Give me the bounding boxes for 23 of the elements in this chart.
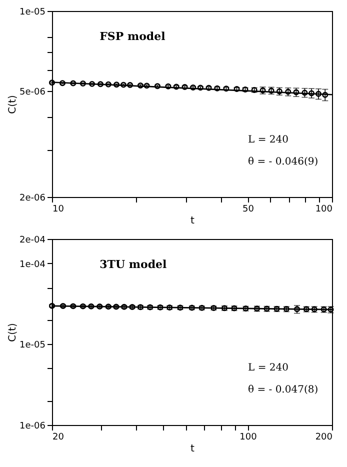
y-tick-label: 5e-06 xyxy=(20,88,46,98)
x-tick-label: 100 xyxy=(240,432,258,442)
x-tick-label: 10 xyxy=(52,204,64,214)
x-axis-title: t xyxy=(190,216,195,226)
x-tick-label: 200 xyxy=(315,432,333,442)
y-tick-label: 1e-04 xyxy=(20,260,46,270)
text: 3TU model xyxy=(100,258,167,272)
y-tick-label: 1e-06 xyxy=(20,422,46,432)
x-tick-label: 50 xyxy=(242,204,254,214)
x-tick-label: 20 xyxy=(52,432,64,442)
y-tick-label: 2e-04 xyxy=(20,236,46,246)
annotation: L = 240 xyxy=(248,134,288,146)
y-tick-label: 1e-05 xyxy=(20,340,46,351)
y-axis-title: C(t) xyxy=(8,95,19,114)
x-axis-title: t xyxy=(190,444,195,454)
annotation: L = 240 xyxy=(248,362,288,374)
text: FSP model xyxy=(100,30,166,44)
y-axis-title: C(t) xyxy=(8,323,19,342)
y-tick-label: 1e-05 xyxy=(20,8,46,18)
x-tick-label: 100 xyxy=(315,204,333,214)
annotation: θ = - 0.047(8) xyxy=(248,384,318,396)
annotation: θ = - 0.046(9) xyxy=(248,156,318,168)
y-tick-label: 2e-06 xyxy=(20,194,46,204)
